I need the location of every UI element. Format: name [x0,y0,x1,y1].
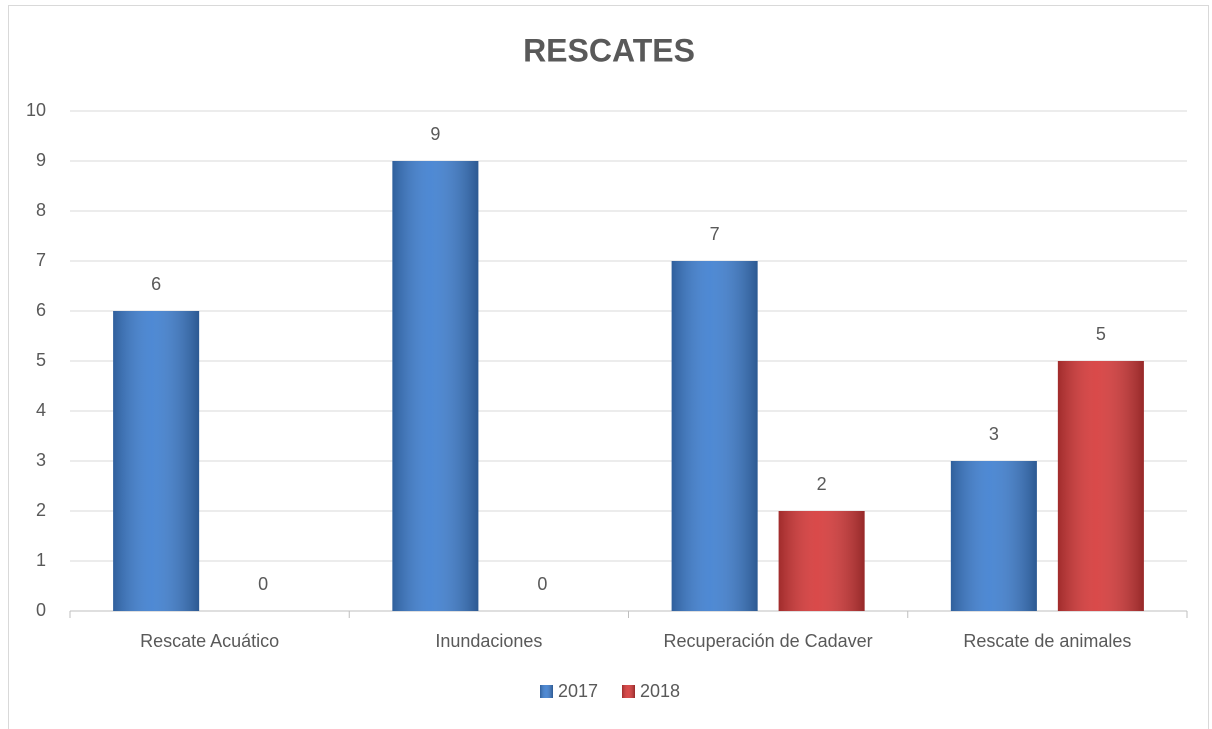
bar [778,511,865,611]
legend-label: 2018 [640,681,680,701]
data-label: 7 [710,224,720,244]
x-tick-label: Recuperación de Cadaver [664,631,873,651]
bar [1057,361,1144,611]
y-tick-label: 0 [36,600,46,620]
data-label: 6 [151,274,161,294]
legend-swatch-shade [540,685,553,698]
y-tick-label: 8 [36,200,46,220]
y-tick-label: 4 [36,400,46,420]
data-label: 9 [430,124,440,144]
data-label: 0 [537,574,547,594]
y-tick-label: 2 [36,500,46,520]
y-tick-label: 6 [36,300,46,320]
legend-swatch-shade [622,685,635,698]
y-tick-label: 3 [36,450,46,470]
x-tick-label: Inundaciones [435,631,542,651]
x-tick-label: Rescate de animales [963,631,1131,651]
y-tick-label: 9 [36,150,46,170]
y-tick-label: 5 [36,350,46,370]
y-tick-label: 1 [36,550,46,570]
data-label: 3 [989,424,999,444]
data-label: 0 [258,574,268,594]
data-label: 2 [817,474,827,494]
y-tick-label: 7 [36,250,46,270]
legend-label: 2017 [558,681,598,701]
bar [950,461,1037,611]
bar [392,161,479,611]
bar [671,261,758,611]
bar [113,311,200,611]
y-tick-label: 10 [26,100,46,120]
chart-title: RESCATES [523,32,695,68]
x-tick-label: Rescate Acuático [140,631,279,651]
data-label: 5 [1096,324,1106,344]
